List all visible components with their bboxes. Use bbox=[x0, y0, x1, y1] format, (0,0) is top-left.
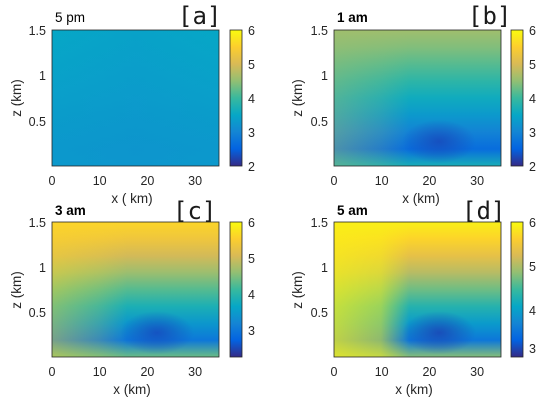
panel-a-ylabel: z (km) bbox=[9, 79, 24, 117]
panel-d-cbar-6: 6 bbox=[529, 216, 536, 230]
panel-d-ytick-1.5: 1.5 bbox=[311, 216, 328, 230]
panel-d-xlabel: x (km) bbox=[395, 382, 433, 397]
panel-b-cbar-3: 3 bbox=[529, 126, 536, 140]
panel-c-colorbar-ticks: 6 5 4 3 bbox=[248, 216, 255, 338]
panel-b: 1 am [b] 1.5 1 0.5 0 10 20 30 x (km) z (… bbox=[290, 2, 536, 206]
panel-b-colorbar-ticks: 6 5 4 3 2 bbox=[529, 24, 536, 174]
panel-c-cbar-3: 3 bbox=[248, 324, 255, 338]
panel-b-xtick-20: 20 bbox=[422, 174, 436, 188]
panel-b-ytick-0.5: 0.5 bbox=[311, 115, 328, 129]
panel-c-ylabel: z (km) bbox=[9, 271, 24, 309]
panel-b-cbar-4: 4 bbox=[529, 92, 536, 106]
heatmap-low-region-1 bbox=[402, 119, 476, 164]
panel-a-yticks: 1.5 1 0.5 bbox=[29, 24, 46, 129]
panel-c-colorbar bbox=[230, 222, 242, 357]
panel-d-xtick-30: 30 bbox=[470, 365, 484, 379]
panel-c-cbar-5: 5 bbox=[248, 252, 255, 266]
panel-d-colorbar-frame bbox=[510, 221, 524, 358]
panel-a-ytick-1.5: 1.5 bbox=[29, 24, 46, 38]
panel-a-xtick-20: 20 bbox=[140, 174, 154, 188]
panel-c-cbar-6: 6 bbox=[248, 216, 255, 230]
heatmap-low-region-2 bbox=[120, 311, 194, 355]
panel-b-ytick-1.5: 1.5 bbox=[311, 24, 328, 38]
panel-b-xtick-30: 30 bbox=[470, 174, 484, 188]
panel-a: 5 pm [a] 1.5 1 0.5 0 10 20 30 x ( km) z … bbox=[9, 2, 255, 206]
panel-c-tag: [c] bbox=[173, 197, 216, 225]
panel-c-xtick-30: 30 bbox=[188, 365, 202, 379]
panel-c-ytick-0.5: 0.5 bbox=[29, 306, 46, 320]
panel-a-frame bbox=[51, 29, 220, 167]
panel-a-cbar-2: 2 bbox=[248, 160, 255, 174]
panel-b-colorbar bbox=[511, 30, 523, 166]
panel-d-colorbar bbox=[511, 222, 523, 357]
panel-d-ylabel: z (km) bbox=[290, 271, 305, 309]
panel-d-xtick-0: 0 bbox=[331, 365, 338, 379]
heatmap-overlay-0 bbox=[52, 30, 219, 166]
panel-b-ylabel: z (km) bbox=[290, 79, 305, 117]
panel-a-title: 5 pm bbox=[55, 10, 85, 25]
panel-c-xtick-0: 0 bbox=[49, 365, 56, 379]
panel-d-ytick-0.5: 0.5 bbox=[311, 306, 328, 320]
panel-c-colorbar-frame bbox=[229, 221, 243, 358]
panel-b-xticks: 0 10 20 30 bbox=[331, 174, 485, 188]
panel-c-frame bbox=[51, 221, 220, 358]
panel-d-cbar-5: 5 bbox=[529, 260, 536, 274]
panel-b-tag: [b] bbox=[468, 2, 511, 30]
panel-d-yticks: 1.5 1 0.5 bbox=[311, 216, 328, 320]
panel-a-colorbar-frame bbox=[229, 29, 243, 167]
panel-a-ytick-0.5: 0.5 bbox=[29, 115, 46, 129]
panel-c-xtick-20: 20 bbox=[140, 365, 154, 379]
panel-b-title: 1 am bbox=[337, 10, 368, 25]
panel-b-yticks: 1.5 1 0.5 bbox=[311, 24, 328, 129]
panel-a-xtick-10: 10 bbox=[93, 174, 107, 188]
panel-b-xtick-10: 10 bbox=[375, 174, 389, 188]
panel-c-cbar-4: 4 bbox=[248, 288, 255, 302]
panel-c: 3 am [c] 1.5 1 0.5 0 10 20 30 x (km) z (… bbox=[9, 197, 255, 397]
panel-a-colorbar bbox=[230, 30, 242, 166]
panel-c-yticks: 1.5 1 0.5 bbox=[29, 216, 46, 320]
panel-a-xticks: 0 10 20 30 bbox=[49, 174, 203, 188]
panel-b-ytick-1: 1 bbox=[321, 69, 328, 83]
panel-d-ytick-1: 1 bbox=[321, 261, 328, 275]
panel-a-cbar-4: 4 bbox=[248, 92, 255, 106]
panel-b-xlabel: x (km) bbox=[402, 191, 440, 206]
panel-c-xlabel: x (km) bbox=[113, 382, 151, 397]
panel-d-frame bbox=[333, 221, 502, 358]
panel-d-title: 5 am bbox=[337, 203, 368, 218]
panel-a-xtick-30: 30 bbox=[188, 174, 202, 188]
panel-c-xtick-10: 10 bbox=[93, 365, 107, 379]
panel-a-cbar-6: 6 bbox=[248, 24, 255, 38]
panel-a-colorbar-ticks: 6 5 4 3 2 bbox=[248, 24, 255, 174]
panel-d-xtick-10: 10 bbox=[375, 365, 389, 379]
panel-b-cbar-2: 2 bbox=[529, 160, 536, 174]
panel-d-cbar-3: 3 bbox=[529, 342, 536, 356]
panel-b-colorbar-frame bbox=[510, 29, 524, 167]
panel-b-cbar-6: 6 bbox=[529, 24, 536, 38]
panel-d-xtick-20: 20 bbox=[422, 365, 436, 379]
panel-a-tag: [a] bbox=[178, 2, 221, 30]
heatmap-low-region-3 bbox=[402, 311, 476, 355]
panel-c-title: 3 am bbox=[55, 203, 86, 218]
panel-a-ytick-1: 1 bbox=[39, 69, 46, 83]
panel-d-colorbar-ticks: 6 5 4 3 bbox=[529, 216, 536, 356]
panel-d-tag: [d] bbox=[462, 197, 505, 225]
panel-a-cbar-3: 3 bbox=[248, 126, 255, 140]
panel-c-ytick-1: 1 bbox=[39, 261, 46, 275]
panel-b-frame bbox=[333, 29, 502, 167]
panel-a-xtick-0: 0 bbox=[49, 174, 56, 188]
panel-d-cbar-4: 4 bbox=[529, 304, 536, 318]
panel-c-ytick-1.5: 1.5 bbox=[29, 216, 46, 230]
panel-b-xtick-0: 0 bbox=[331, 174, 338, 188]
panel-a-xlabel: x ( km) bbox=[111, 191, 152, 206]
panel-c-xticks: 0 10 20 30 bbox=[49, 365, 203, 379]
panel-d: 5 am [d] 1.5 1 0.5 0 10 20 30 x (km) z (… bbox=[290, 197, 536, 397]
panel-d-xticks: 0 10 20 30 bbox=[331, 365, 485, 379]
panel-b-cbar-5: 5 bbox=[529, 58, 536, 72]
panel-a-cbar-5: 5 bbox=[248, 58, 255, 72]
